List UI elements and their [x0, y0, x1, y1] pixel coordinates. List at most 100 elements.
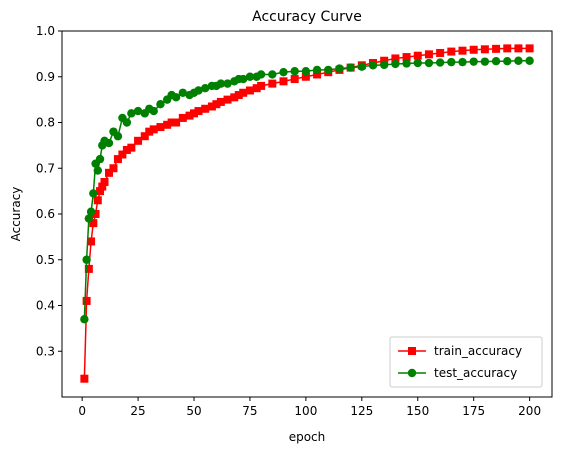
data-point-train_accuracy: [413, 51, 422, 60]
data-point-train_accuracy: [84, 264, 93, 273]
data-point-test_accuracy: [80, 315, 89, 324]
data-point-train_accuracy: [239, 88, 248, 97]
data-point-test_accuracy: [95, 154, 105, 164]
data-point-train_accuracy: [80, 374, 89, 383]
data-point-train_accuracy: [436, 48, 445, 57]
x-tick-label: 150: [406, 404, 429, 418]
data-point-test_accuracy: [86, 207, 96, 216]
data-point-test_accuracy: [525, 56, 534, 65]
legend: train_accuracy test_accuracy: [389, 336, 543, 388]
data-point-test_accuracy: [413, 58, 422, 68]
data-point-test_accuracy: [368, 61, 378, 70]
data-point-test_accuracy: [82, 255, 91, 264]
series-line-train_accuracy: [83, 47, 530, 379]
data-point-test_accuracy: [127, 109, 136, 118]
data-point-train_accuracy: [109, 164, 118, 173]
data-point-train_accuracy: [212, 100, 221, 109]
x-tick-label: 200: [518, 404, 541, 418]
x-tick-label: 125: [350, 404, 373, 418]
y-axis-title: Accuracy: [9, 187, 23, 242]
data-point-train_accuracy: [127, 143, 136, 152]
data-point-train_accuracy: [118, 150, 127, 159]
data-point-train_accuracy: [301, 72, 310, 81]
data-point-test_accuracy: [514, 56, 523, 65]
data-point-test_accuracy: [194, 86, 203, 95]
data-point-train_accuracy: [87, 237, 96, 246]
series-train_accuracy: [80, 44, 534, 383]
data-point-train_accuracy: [104, 168, 113, 177]
data-point-test_accuracy: [133, 106, 143, 116]
legend-label: test_accuracy: [434, 366, 517, 380]
data-point-train_accuracy: [156, 123, 165, 132]
data-point-test_accuracy: [447, 57, 456, 67]
data-point-train_accuracy: [178, 113, 187, 122]
x-tick-label: 50: [186, 404, 201, 418]
x-tick-label: 0: [78, 404, 86, 418]
data-point-test_accuracy: [279, 67, 288, 77]
data-point-test_accuracy: [239, 74, 248, 84]
data-point-train_accuracy: [216, 97, 225, 106]
data-point-train_accuracy: [257, 81, 266, 90]
data-point-train_accuracy: [252, 84, 261, 93]
data-point-test_accuracy: [480, 57, 490, 66]
data-point-test_accuracy: [156, 100, 165, 109]
data-point-train_accuracy: [98, 182, 107, 191]
data-point-test_accuracy: [335, 64, 344, 73]
data-point-train_accuracy: [492, 44, 501, 53]
chart-title: Accuracy Curve: [252, 9, 362, 25]
legend-swatch-marker: [408, 347, 416, 355]
data-point-test_accuracy: [93, 166, 102, 175]
data-point-test_accuracy: [149, 106, 158, 116]
legend-box: [389, 336, 543, 388]
legend-swatch-marker: [407, 368, 417, 378]
x-tick-label: 75: [242, 404, 257, 418]
data-point-train_accuracy: [223, 95, 232, 104]
data-point-test_accuracy: [469, 57, 478, 66]
x-axis: 0 25 50 75 100 125 150 175 200: [78, 397, 541, 418]
data-point-train_accuracy: [313, 70, 322, 79]
data-point-train_accuracy: [185, 111, 194, 120]
data-point-test_accuracy: [312, 65, 322, 75]
y-axis: 0.3 0.4 0.5 0.6 0.7 0.8 0.9 1.0: [36, 24, 62, 358]
data-point-train_accuracy: [149, 125, 158, 134]
data-point-test_accuracy: [104, 138, 114, 148]
y-tick-label: 0.9: [36, 70, 55, 84]
data-point-test_accuracy: [402, 59, 411, 68]
data-point-test_accuracy: [491, 56, 501, 66]
x-tick-label: 100: [294, 404, 317, 418]
data-point-test_accuracy: [122, 118, 132, 127]
data-point-train_accuracy: [290, 75, 299, 84]
data-point-test_accuracy: [245, 72, 255, 81]
data-point-test_accuracy: [301, 67, 311, 76]
data-point-test_accuracy: [424, 58, 434, 68]
data-point-test_accuracy: [223, 79, 232, 88]
data-point-test_accuracy: [178, 88, 188, 97]
data-point-train_accuracy: [234, 91, 243, 100]
data-point-train_accuracy: [140, 132, 149, 141]
legend-label: train_accuracy: [434, 344, 522, 358]
data-point-test_accuracy: [200, 83, 210, 93]
data-point-train_accuracy: [93, 196, 102, 205]
y-tick-label: 0.7: [36, 161, 55, 175]
data-point-train_accuracy: [503, 44, 512, 53]
data-point-test_accuracy: [89, 189, 98, 198]
data-point-test_accuracy: [357, 62, 367, 71]
data-point-test_accuracy: [84, 214, 94, 223]
data-point-train_accuracy: [480, 45, 489, 54]
y-tick-label: 0.8: [36, 116, 55, 130]
data-point-test_accuracy: [435, 58, 445, 67]
data-point-train_accuracy: [458, 46, 467, 55]
data-point-train_accuracy: [145, 127, 154, 136]
data-point-train_accuracy: [96, 187, 105, 196]
data-point-train_accuracy: [100, 177, 109, 186]
data-point-test_accuracy: [171, 93, 181, 102]
data-point-train_accuracy: [91, 210, 100, 218]
data-point-train_accuracy: [207, 102, 216, 111]
data-point-train_accuracy: [82, 296, 91, 305]
data-point-train_accuracy: [391, 54, 400, 63]
data-point-test_accuracy: [346, 63, 355, 72]
data-point-train_accuracy: [89, 219, 98, 228]
legend-item-train_accuracy: train_accuracy: [398, 344, 522, 358]
data-point-test_accuracy: [268, 70, 277, 79]
